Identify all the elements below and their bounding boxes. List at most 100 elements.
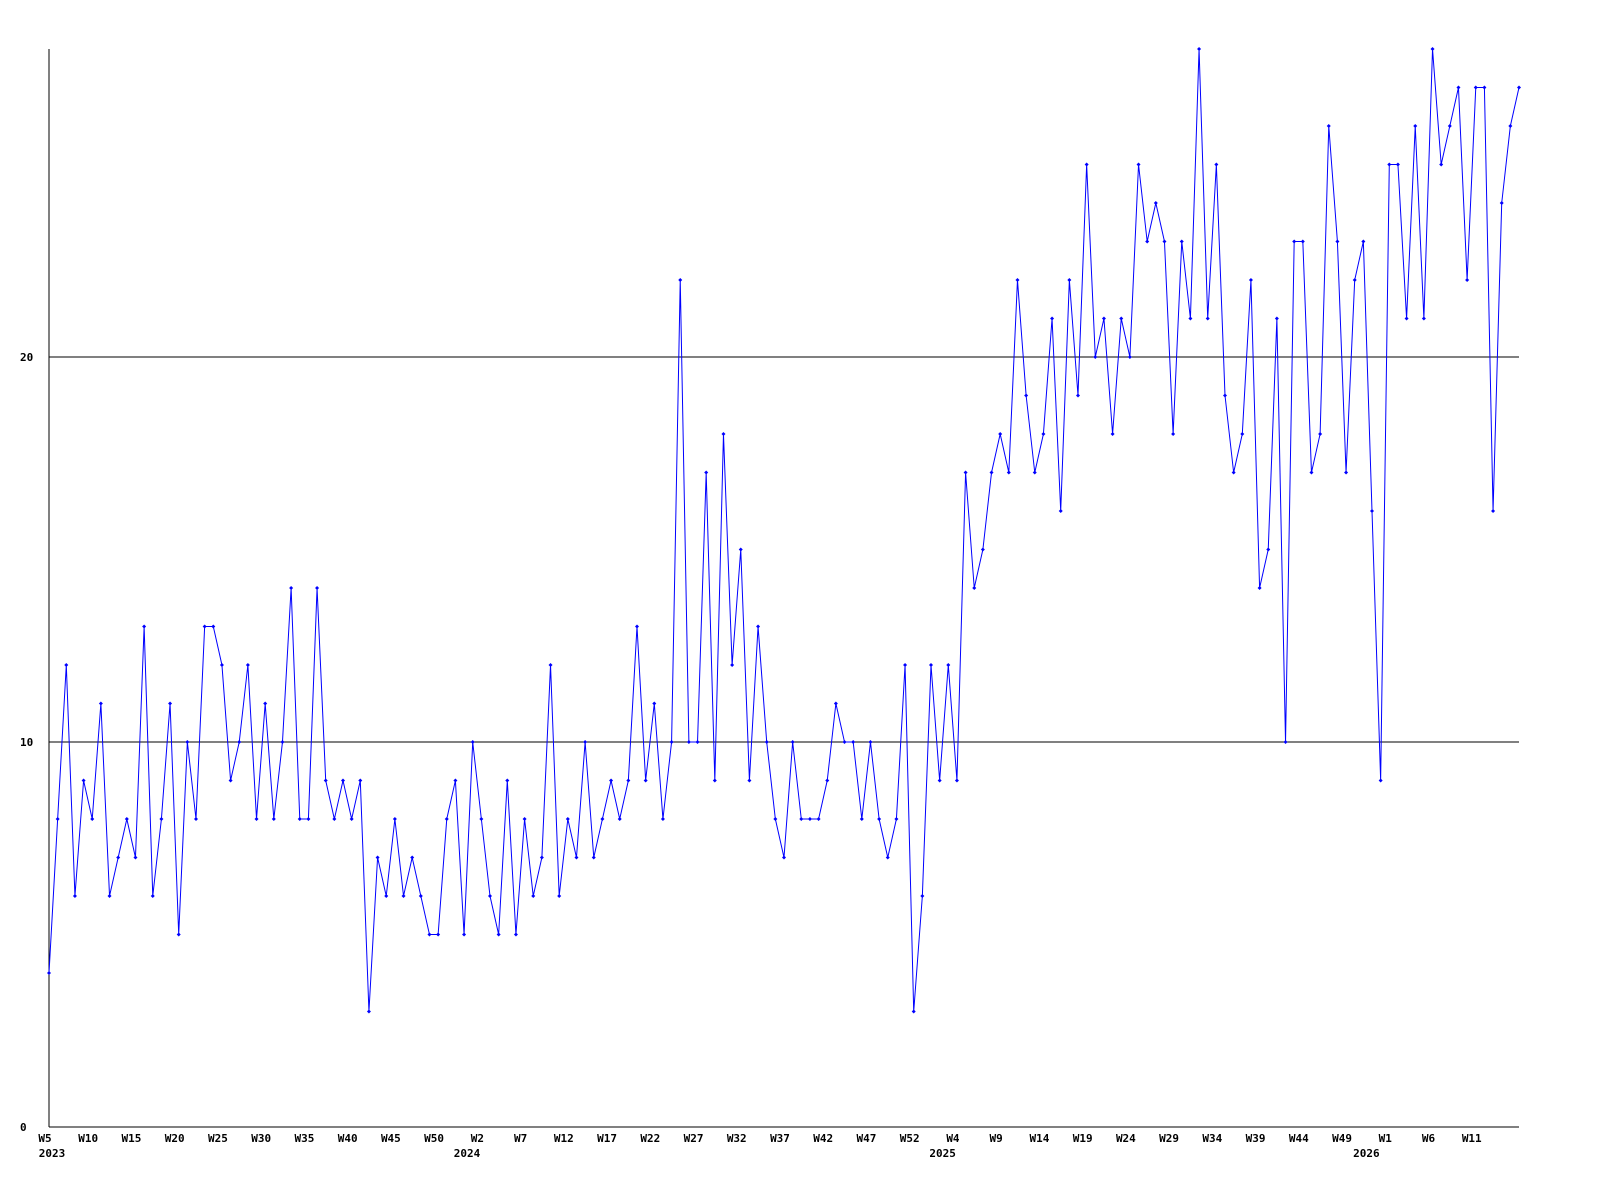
data-point [816,817,821,821]
data-point [159,817,164,821]
data-point [643,778,648,783]
x-tick-label: W14 [1029,1132,1049,1145]
data-point [1006,470,1011,475]
data-point [738,547,743,552]
data-point [1309,470,1314,475]
data-point [660,817,665,821]
year-label: 2026 [1353,1147,1380,1160]
data-point [1127,355,1132,359]
data-point [1136,162,1141,167]
data-point [807,817,812,821]
data-point [1101,316,1106,321]
y-tick-label: 20 [20,351,33,364]
x-tick-label: W45 [381,1132,401,1145]
data-point [522,817,527,821]
data-point [937,778,942,783]
data-point [202,624,207,629]
data-point [1214,162,1219,167]
data-point [444,817,449,821]
data-point [332,817,337,821]
data-point [1153,201,1158,205]
data-point [116,855,121,860]
data-point [773,817,778,821]
data-point [427,932,432,937]
data-point [315,586,320,590]
x-tick-label: W20 [165,1132,185,1145]
data-point [479,817,484,821]
y-tick-label: 10 [20,736,33,749]
data-point [1110,432,1115,436]
y-tick-label: 0 [20,1121,27,1134]
data-point [263,701,268,706]
data-point [1119,316,1124,321]
data-point [1197,47,1202,51]
data-point [124,817,129,821]
x-tick-label: W11 [1462,1132,1482,1145]
data-point [669,740,674,744]
data-point [721,432,726,436]
data-point [1266,547,1271,552]
data-point [565,817,570,821]
data-point [1041,432,1046,436]
data-point [401,894,406,898]
data-point [185,740,190,744]
data-point [747,778,752,783]
data-point [1352,278,1357,282]
data-point [349,817,354,821]
data-point [410,855,415,860]
data-point [946,663,951,667]
data-point [1162,239,1167,244]
year-label: 2023 [39,1147,66,1160]
data-point [168,701,173,706]
data-point [237,740,242,744]
data-point [1473,85,1478,90]
x-tick-label: W9 [990,1132,1003,1145]
x-tick-label: W39 [1246,1132,1266,1145]
data-point [358,778,363,783]
data-point [1508,124,1513,128]
x-tick-label: W2 [471,1132,484,1145]
x-tick-label: W49 [1332,1132,1352,1145]
data-point [1456,85,1461,90]
data-point [1067,278,1072,282]
data-point [1326,124,1331,128]
x-tick-label: W15 [122,1132,142,1145]
data-point [920,894,925,898]
data-point [1058,509,1063,513]
data-point [90,817,95,821]
data-point [176,932,181,937]
x-tick-label: W44 [1289,1132,1309,1145]
x-tick-label: W24 [1116,1132,1136,1145]
data-point [1404,316,1409,321]
x-tick-label: W6 [1422,1132,1436,1145]
data-point [1093,355,1098,359]
data-point [289,586,294,590]
data-point [756,624,761,629]
x-tick-label: W5 [38,1132,51,1145]
data-point [1413,124,1418,128]
data-point [1335,239,1340,244]
x-tick-label: W1 [1379,1132,1393,1145]
x-tick-label: W22 [640,1132,660,1145]
data-point [1205,316,1210,321]
data-point [1447,124,1452,128]
x-tick-label: W27 [684,1132,704,1145]
data-point [341,778,345,783]
data-point [877,817,882,821]
x-tick-label: W32 [727,1132,747,1145]
year-label: 2025 [929,1147,956,1160]
data-point [1223,393,1227,398]
data-point [730,663,735,667]
data-point [825,778,830,783]
x-tick-label: W10 [78,1132,98,1145]
data-point [626,778,631,783]
data-point [72,894,77,898]
x-tick-label: W25 [208,1132,228,1145]
data-point [1499,201,1504,205]
data-point [1378,778,1383,783]
data-point [842,740,847,744]
data-point [1231,470,1236,475]
data-point [790,740,795,744]
x-tick-label: W40 [338,1132,358,1145]
data-point [488,894,492,898]
